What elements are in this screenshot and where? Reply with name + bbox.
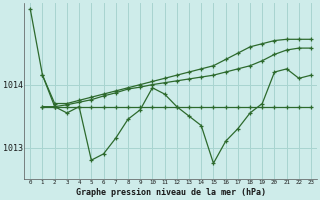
X-axis label: Graphe pression niveau de la mer (hPa): Graphe pression niveau de la mer (hPa) <box>76 188 266 197</box>
